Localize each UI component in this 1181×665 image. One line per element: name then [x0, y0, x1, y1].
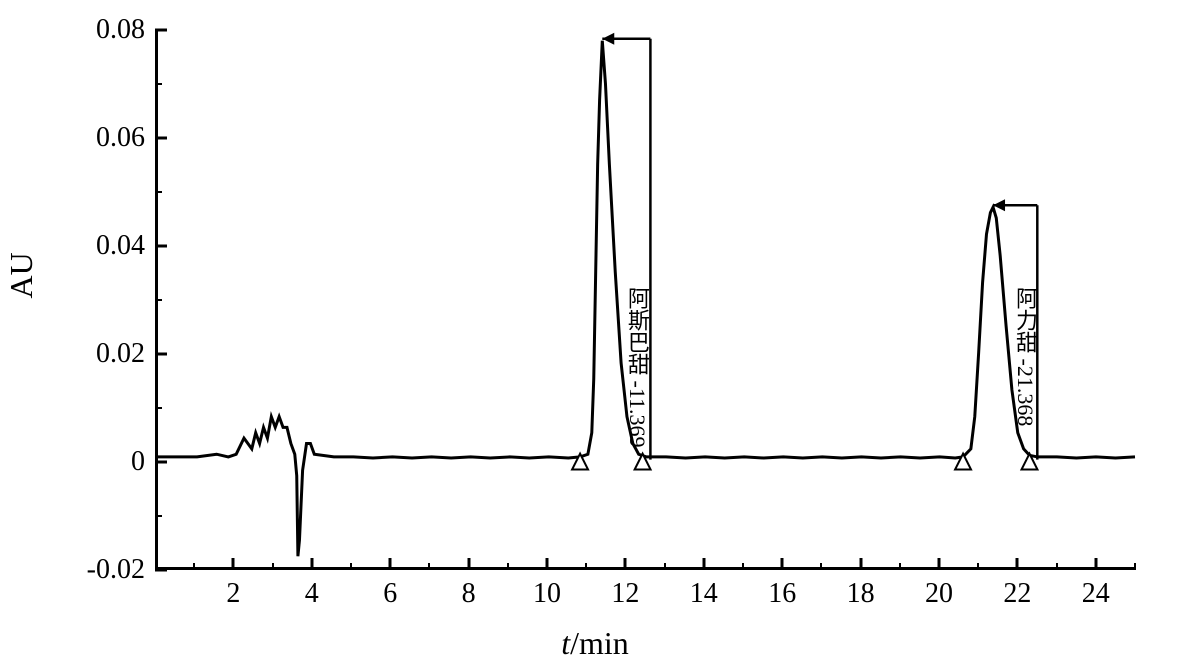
y-tick-minor [155, 515, 162, 517]
x-tick-label: 22 [1003, 578, 1031, 610]
y-axis-label: AU [3, 252, 40, 298]
x-tick-minor [977, 563, 979, 570]
peak-name: 阿力甜 [1013, 287, 1038, 353]
chromatogram-chart: AU t/min -0.0200.020.040.060.08246810121… [40, 10, 1160, 650]
x-tick [389, 558, 392, 570]
x-tick [1016, 558, 1019, 570]
y-tick-minor [155, 191, 162, 193]
x-tick-minor [820, 563, 822, 570]
x-tick-label: 10 [533, 578, 561, 610]
x-tick-label: 16 [768, 578, 796, 610]
x-tick [546, 558, 549, 570]
y-tick-label: -0.02 [40, 554, 145, 586]
y-tick [155, 461, 167, 464]
y-tick-label: 0.02 [40, 338, 145, 370]
x-tick-minor [507, 563, 509, 570]
y-tick-minor [155, 299, 162, 301]
x-tick-label: 2 [226, 578, 240, 610]
peak-label: 阿斯巴甜 -11.369 [621, 287, 653, 457]
y-tick [155, 353, 167, 356]
peak-label: 阿力甜 -21.368 [1009, 287, 1041, 457]
peak-name: 阿斯巴甜 [625, 287, 650, 375]
y-tick [155, 245, 167, 248]
y-tick-label: 0.08 [40, 14, 145, 46]
y-tick [155, 569, 167, 572]
x-axis-label-unit: /min [570, 625, 629, 661]
x-tick-label: 6 [383, 578, 397, 610]
x-tick-label: 14 [690, 578, 718, 610]
x-tick [232, 558, 235, 570]
y-tick [155, 29, 167, 32]
x-tick-label: 4 [305, 578, 319, 610]
x-tick-minor [1056, 563, 1058, 570]
x-tick [310, 558, 313, 570]
x-tick-minor [664, 563, 666, 570]
y-tick-minor [155, 83, 162, 85]
x-axis-label-t: t [561, 625, 570, 661]
x-tick-label: 20 [925, 578, 953, 610]
x-tick-label: 18 [847, 578, 875, 610]
x-tick-minor [350, 563, 352, 570]
x-tick-minor [1134, 563, 1136, 570]
x-tick [781, 558, 784, 570]
y-tick-minor [155, 407, 162, 409]
y-tick-label: 0.04 [40, 230, 145, 262]
peak-retention: -21.368 [1013, 353, 1038, 426]
x-tick [1094, 558, 1097, 570]
x-tick [702, 558, 705, 570]
x-tick-label: 12 [611, 578, 639, 610]
x-tick [938, 558, 941, 570]
y-tick [155, 137, 167, 140]
x-tick-label: 24 [1082, 578, 1110, 610]
x-tick [859, 558, 862, 570]
y-tick-label: 0 [40, 446, 145, 478]
y-tick-label: 0.06 [40, 122, 145, 154]
x-tick [467, 558, 470, 570]
x-tick-minor [742, 563, 744, 570]
x-tick [624, 558, 627, 570]
x-axis-label: t/min [561, 625, 629, 662]
x-tick-minor [428, 563, 430, 570]
x-tick-minor [193, 563, 195, 570]
peak-marker-icon [955, 454, 971, 470]
peak-retention: -11.369 [625, 375, 650, 448]
x-tick-minor [585, 563, 587, 570]
x-tick-minor [899, 563, 901, 570]
x-tick-label: 8 [462, 578, 476, 610]
x-tick-minor [272, 563, 274, 570]
